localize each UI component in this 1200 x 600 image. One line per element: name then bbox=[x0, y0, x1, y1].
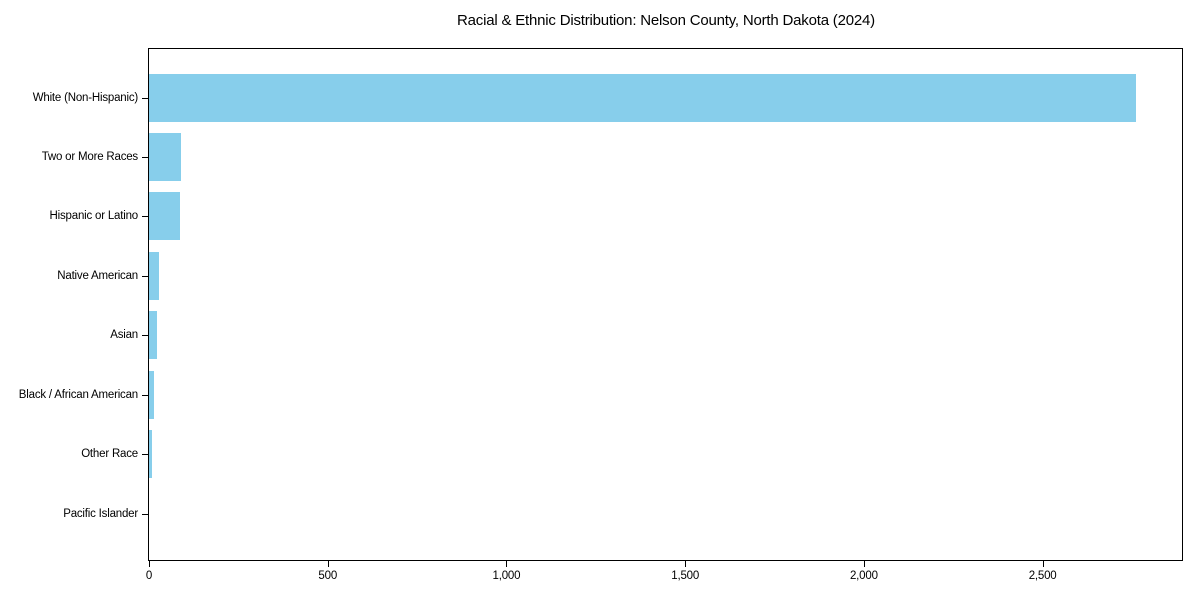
y-tick-mark bbox=[142, 216, 148, 218]
y-tick-mark bbox=[142, 156, 148, 158]
y-tick-label: Other Race bbox=[81, 448, 138, 461]
y-tick-mark bbox=[142, 454, 148, 456]
y-tick-mark bbox=[142, 513, 148, 515]
x-tick-label: 1,000 bbox=[492, 570, 521, 582]
y-tick-mark bbox=[142, 97, 148, 99]
y-tick-label: Pacific Islander bbox=[63, 507, 138, 520]
y-tick-mark bbox=[142, 394, 148, 396]
bar-two-or-more-races bbox=[149, 132, 182, 181]
plot-area: White (Non-Hispanic) Two or More Races His… bbox=[19, 48, 1183, 582]
bar-other-race bbox=[149, 430, 152, 479]
x-tick-mark bbox=[1042, 561, 1044, 567]
x-tick-label: 0 bbox=[145, 570, 153, 582]
bar-native-american bbox=[149, 251, 160, 300]
x-tick-mark bbox=[685, 561, 687, 567]
bar-asian bbox=[149, 311, 157, 360]
y-tick-label: White (Non-Hispanic) bbox=[32, 91, 138, 104]
x-tick-label: 1,500 bbox=[671, 570, 700, 582]
y-tick-mark bbox=[142, 275, 148, 277]
y-tick-label: Native American bbox=[57, 269, 138, 282]
x-tick-mark bbox=[327, 561, 329, 567]
y-tick-mark bbox=[142, 335, 148, 337]
x-tick-label: 2,000 bbox=[849, 570, 878, 582]
bar-black-african-american bbox=[149, 370, 154, 419]
bar-hispanic-or-latino bbox=[149, 192, 180, 241]
x-tick-label: 2,500 bbox=[1028, 570, 1057, 582]
y-tick-label: Two or More Races bbox=[41, 150, 139, 163]
x-tick-label: 500 bbox=[318, 570, 338, 582]
bar-white-non-hispanic bbox=[149, 73, 1136, 122]
x-tick-mark bbox=[149, 561, 150, 567]
x-tick-mark bbox=[506, 561, 508, 567]
y-tick-label: Hispanic or Latino bbox=[49, 210, 139, 223]
chart-title: Racial & Ethnic Distribution: Nelson Cou… bbox=[457, 12, 875, 29]
y-tick-label: Black / African American bbox=[18, 388, 138, 401]
x-tick-mark bbox=[863, 561, 865, 567]
y-tick-label: Asian bbox=[110, 329, 138, 342]
